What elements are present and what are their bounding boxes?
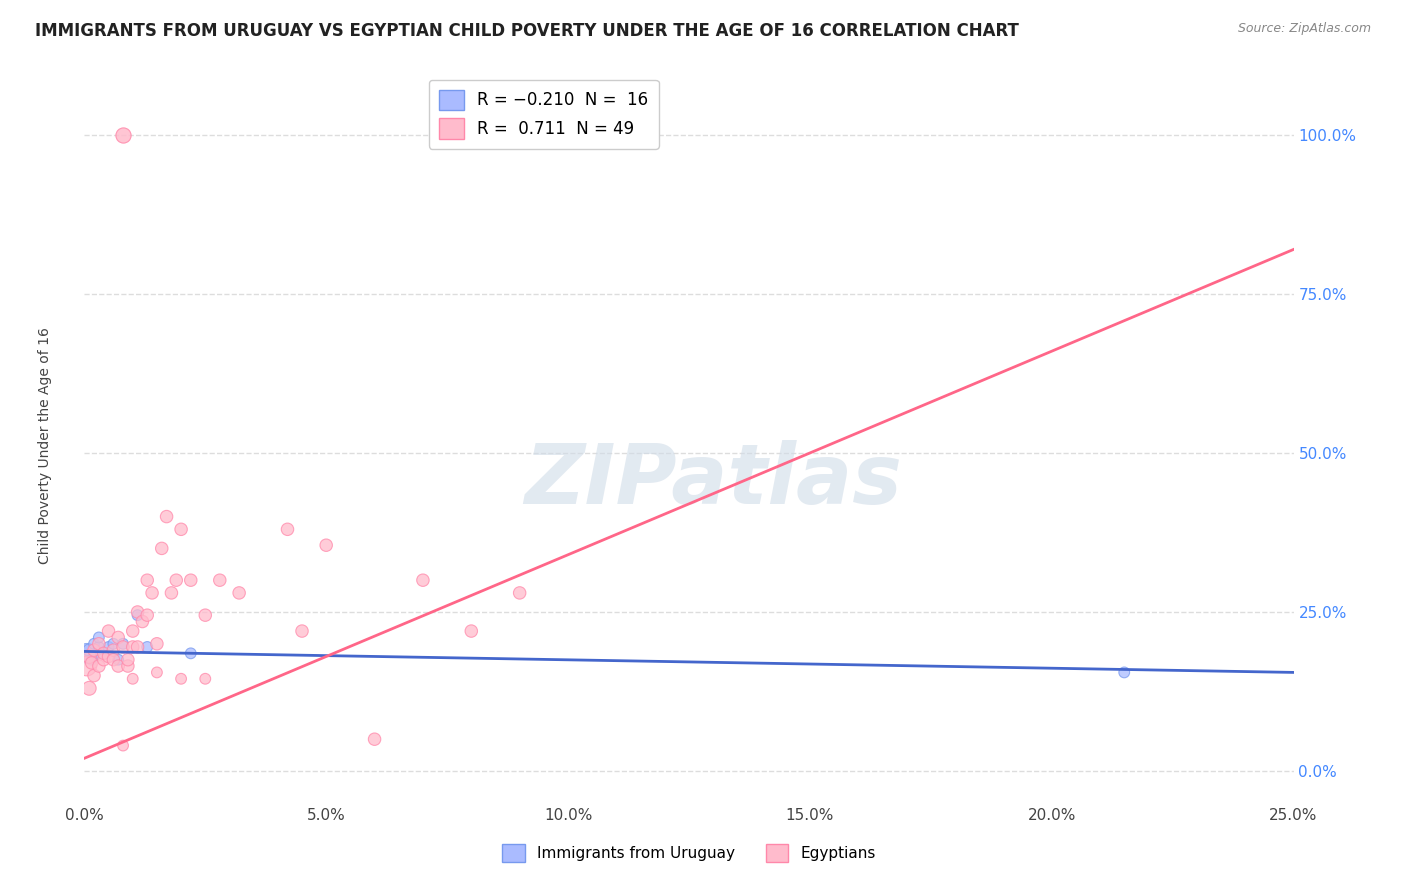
- Point: [208, 573, 231, 587]
- Point: [155, 509, 177, 524]
- Point: [194, 608, 217, 623]
- Point: [117, 659, 139, 673]
- Point: [87, 640, 110, 654]
- Point: [112, 640, 135, 654]
- Point: [150, 541, 173, 556]
- Point: [180, 573, 202, 587]
- Point: [77, 643, 100, 657]
- Point: [93, 653, 115, 667]
- Point: [121, 624, 143, 638]
- Point: [77, 681, 100, 696]
- Text: IMMIGRANTS FROM URUGUAY VS EGYPTIAN CHILD POVERTY UNDER THE AGE OF 16 CORRELATIO: IMMIGRANTS FROM URUGUAY VS EGYPTIAN CHIL…: [35, 22, 1019, 40]
- Legend: Immigrants from Uruguay, Egyptians: Immigrants from Uruguay, Egyptians: [496, 838, 882, 868]
- Point: [160, 586, 183, 600]
- Point: [80, 653, 103, 667]
- Point: [107, 653, 129, 667]
- Text: Child Poverty Under the Age of 16: Child Poverty Under the Age of 16: [38, 327, 52, 565]
- Point: [121, 640, 143, 654]
- Point: [363, 732, 385, 747]
- Point: [87, 631, 110, 645]
- Point: [77, 649, 100, 664]
- Point: [165, 573, 187, 587]
- Point: [107, 659, 129, 673]
- Point: [131, 615, 153, 629]
- Point: [83, 643, 105, 657]
- Point: [141, 586, 163, 600]
- Point: [127, 640, 149, 654]
- Point: [228, 586, 250, 600]
- Point: [146, 637, 169, 651]
- Point: [136, 573, 159, 587]
- Point: [127, 605, 149, 619]
- Point: [509, 586, 531, 600]
- Point: [112, 637, 135, 651]
- Point: [112, 739, 135, 753]
- Text: Source: ZipAtlas.com: Source: ZipAtlas.com: [1237, 22, 1371, 36]
- Point: [107, 631, 129, 645]
- Point: [93, 646, 115, 660]
- Point: [136, 640, 159, 654]
- Point: [315, 538, 337, 552]
- Point: [83, 668, 105, 682]
- Point: [412, 573, 434, 587]
- Point: [460, 624, 482, 638]
- Point: [83, 637, 105, 651]
- Point: [1114, 665, 1136, 680]
- Point: [87, 659, 110, 673]
- Point: [136, 608, 159, 623]
- Point: [93, 646, 115, 660]
- Point: [97, 640, 120, 654]
- Point: [170, 522, 193, 536]
- Point: [117, 653, 139, 667]
- Text: ZIPatlas: ZIPatlas: [524, 441, 903, 522]
- Point: [112, 128, 135, 142]
- Point: [291, 624, 314, 638]
- Point: [121, 672, 143, 686]
- Point: [103, 653, 125, 667]
- Point: [194, 672, 217, 686]
- Point: [170, 672, 193, 686]
- Point: [83, 649, 105, 664]
- Point: [276, 522, 298, 536]
- Point: [146, 665, 169, 680]
- Point: [180, 646, 202, 660]
- Point: [127, 608, 149, 623]
- Point: [76, 659, 98, 673]
- Point: [103, 643, 125, 657]
- Point: [97, 624, 120, 638]
- Point: [80, 656, 103, 670]
- Point: [97, 649, 120, 664]
- Point: [103, 637, 125, 651]
- Point: [76, 646, 98, 660]
- Point: [87, 637, 110, 651]
